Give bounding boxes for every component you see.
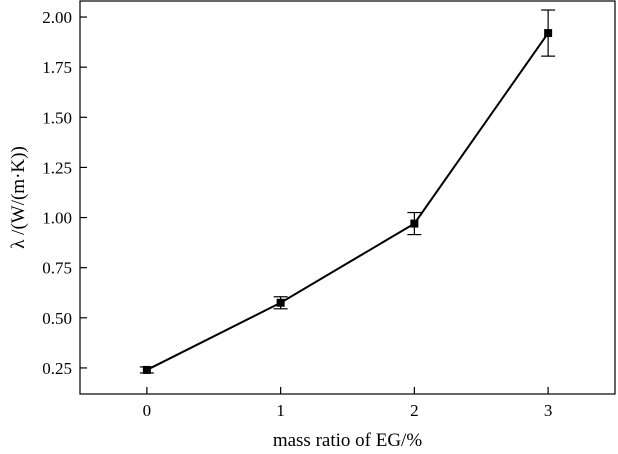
x-tick-label: 0 [143, 401, 152, 420]
x-tick-label: 1 [276, 401, 285, 420]
data-point [276, 298, 285, 307]
y-tick-label: 1.25 [42, 158, 72, 177]
y-axis-label: λ /(W/(m·K)) [8, 146, 29, 249]
data-point [142, 365, 151, 374]
error-bars [139, 9, 556, 374]
ticks: 0 1 2 3 0.25 0.50 0.75 1.00 1.25 1.50 1.75 2.00 [42, 8, 552, 420]
y-tick-label: 1.50 [42, 108, 72, 127]
plot-frame [79, 0, 616, 395]
x-tick-label: 2 [410, 401, 419, 420]
x-axis-label: mass ratio of EG/% [273, 430, 423, 451]
y-tick-label: 2.00 [42, 8, 72, 27]
y-tick-label: 0.75 [42, 259, 72, 278]
markers [142, 29, 553, 374]
y-tick-label: 1.75 [42, 58, 72, 77]
y-tick-label: 0.50 [42, 309, 72, 328]
series-line [146, 32, 549, 371]
y-tick-label: 1.00 [42, 209, 72, 228]
y-tick-label: 0.25 [42, 359, 72, 378]
x-tick-label: 3 [544, 401, 553, 420]
data-point [410, 219, 419, 228]
data-point [544, 29, 553, 38]
